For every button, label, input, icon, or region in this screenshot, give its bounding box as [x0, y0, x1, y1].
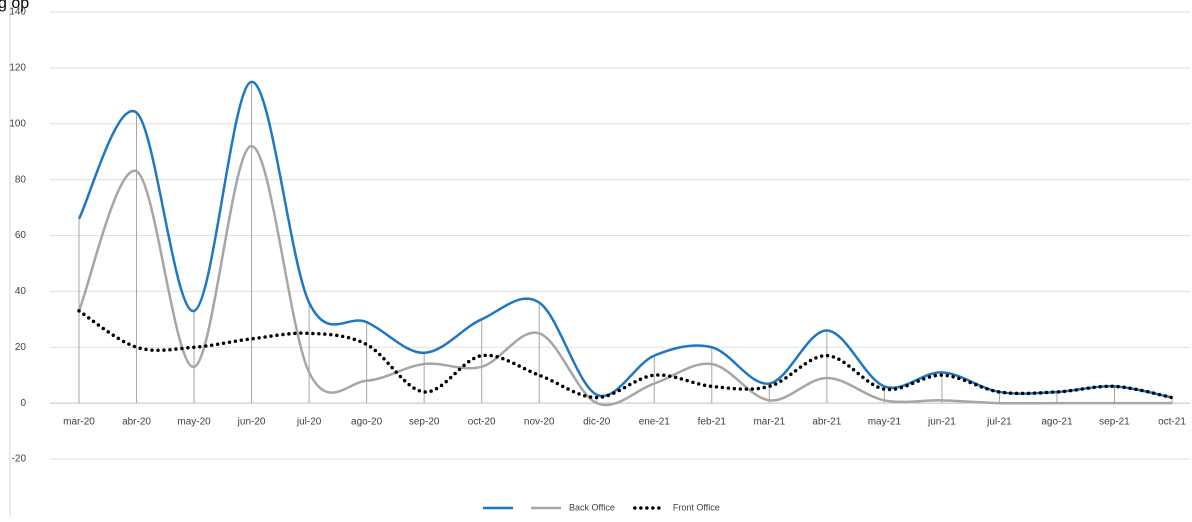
- y-tick-label: 80: [15, 174, 27, 185]
- x-tick-label: sep-21: [1099, 417, 1130, 428]
- y-tick-label: 60: [15, 230, 27, 241]
- chart-title: g op: [0, 0, 29, 12]
- x-tick-label: ene-21: [639, 417, 671, 428]
- x-tick-label: jul-20: [296, 417, 322, 428]
- x-tick-label: dic-20: [583, 417, 611, 428]
- y-tick-label: 20: [15, 342, 27, 353]
- x-tick-label: jun-21: [927, 417, 956, 428]
- x-tick-label: oct-21: [1158, 417, 1186, 428]
- y-tick-label: 120: [9, 63, 26, 74]
- x-tick-label: ago-20: [351, 417, 383, 428]
- x-tick-label: may-21: [868, 417, 902, 428]
- y-tick-label: 140: [9, 7, 26, 18]
- y-tick-label: 40: [15, 286, 27, 297]
- x-tick-label: nov-20: [524, 417, 555, 428]
- x-tick-label: may-20: [177, 417, 211, 428]
- x-tick-label: mar-20: [63, 417, 95, 428]
- series-line: [77, 309, 1174, 400]
- x-tick-label: abr-20: [122, 417, 151, 428]
- x-tick-label: oct-20: [468, 417, 496, 428]
- x-tick-label: jul-21: [986, 417, 1012, 428]
- x-tick-label: ago-21: [1041, 417, 1073, 428]
- x-tick-label: abr-21: [812, 417, 841, 428]
- x-tick-label: feb-21: [698, 417, 727, 428]
- series-line: [77, 80, 1173, 399]
- legend-label: Front Office: [673, 502, 720, 512]
- y-tick-label: 100: [9, 118, 26, 129]
- y-tick-label: 0: [20, 398, 26, 409]
- legend-label: Back Office: [569, 502, 615, 512]
- x-tick-label: jun-20: [237, 417, 266, 428]
- x-tick-label: sep-20: [409, 417, 440, 428]
- x-tick-label: mar-21: [753, 417, 785, 428]
- y-tick-label: -20: [12, 454, 27, 465]
- series-line: [77, 144, 1172, 407]
